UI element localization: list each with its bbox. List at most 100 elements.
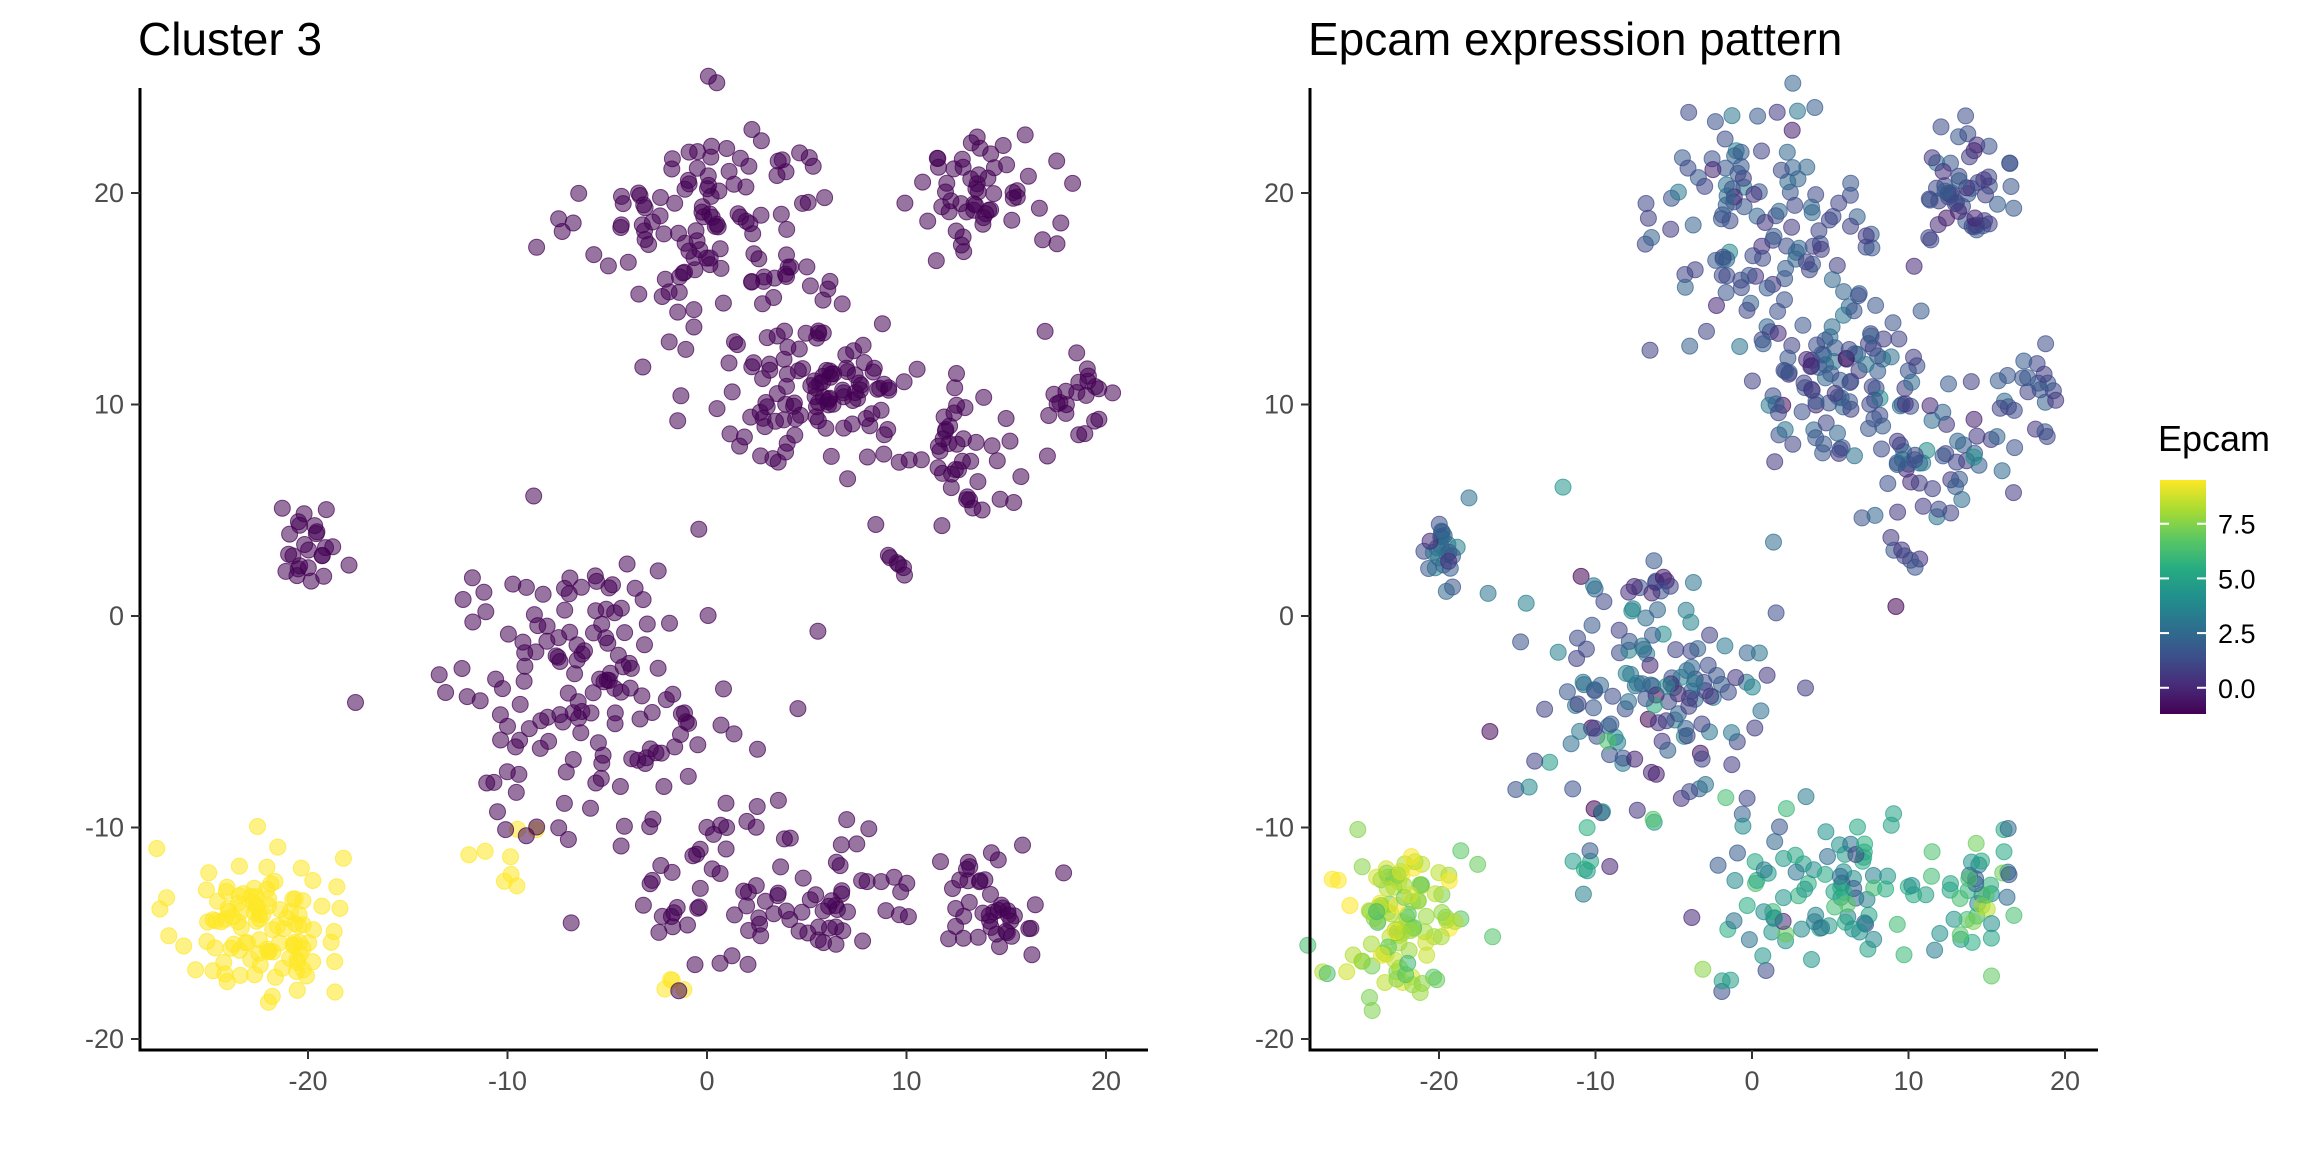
data-point: [1571, 722, 1589, 740]
data-point: [1016, 126, 1034, 144]
data-point: [754, 370, 772, 388]
data-point: [582, 799, 599, 817]
data-point: [823, 365, 840, 383]
data-point: [1826, 384, 1844, 402]
data-point: [584, 684, 602, 702]
data-point: [679, 767, 697, 785]
data-point: [982, 844, 1000, 862]
data-point: [1813, 919, 1830, 937]
data-point: [2001, 154, 2019, 172]
data-point: [619, 253, 637, 271]
data-point: [587, 602, 605, 620]
data-point: [1948, 193, 1966, 211]
data-point: [1680, 697, 1698, 715]
data-point: [1660, 693, 1677, 711]
data-point: [502, 865, 520, 883]
data-point: [1846, 447, 1863, 465]
data-point: [649, 562, 667, 580]
data-point: [1594, 803, 1611, 821]
data-point: [801, 891, 819, 909]
scatter-panel-cluster: -20 -10 0 10 20 -20 -10 0 10 20: [85, 67, 1148, 1096]
data-point: [289, 513, 307, 531]
data-point: [562, 914, 580, 932]
data-point: [1786, 196, 1804, 214]
data-point: [1581, 842, 1599, 860]
data-point: [2000, 866, 2018, 884]
data-point: [1362, 935, 1380, 953]
data-point: [944, 880, 961, 897]
data-point: [858, 873, 876, 891]
data-point: [1835, 283, 1853, 301]
data-point: [1517, 594, 1535, 612]
data-point: [633, 687, 651, 705]
data-point: [1903, 373, 1921, 391]
data-point: [717, 840, 735, 858]
data-point: [1914, 497, 1932, 515]
data-point: [1750, 644, 1768, 662]
data-point: [1842, 217, 1859, 235]
data-point: [1064, 174, 1082, 192]
data-point: [1959, 125, 1977, 143]
data-point: [1930, 500, 1948, 518]
data-point: [1738, 789, 1756, 807]
data-point: [331, 899, 349, 917]
data-point: [1689, 640, 1707, 658]
data-point: [1746, 719, 1764, 737]
data-point: [209, 892, 227, 910]
x-tick-label: -20: [1419, 1066, 1458, 1096]
data-point: [1644, 810, 1662, 828]
data-point: [1604, 687, 1622, 705]
data-point: [1714, 248, 1732, 266]
data-point: [1012, 468, 1030, 486]
data-point: [679, 916, 696, 934]
data-point: [1645, 552, 1663, 570]
data-point: [175, 937, 193, 955]
data-point: [557, 763, 575, 781]
data-point: [749, 740, 766, 758]
data-point: [1643, 229, 1660, 246]
data-point: [699, 607, 717, 624]
data-point: [1912, 302, 1930, 320]
data-point: [249, 818, 266, 835]
data-point: [1884, 314, 1902, 332]
data-point: [636, 222, 653, 240]
data-point: [1676, 278, 1694, 296]
data-point: [453, 660, 471, 677]
data-point: [269, 838, 287, 856]
data-point: [296, 536, 314, 553]
data-point: [1752, 702, 1770, 720]
data-point: [1361, 989, 1378, 1006]
data-point: [1568, 650, 1586, 667]
data-point: [1418, 946, 1436, 964]
data-point: [1723, 756, 1741, 774]
data-point: [1793, 920, 1811, 938]
data-point: [1460, 489, 1478, 507]
data-point: [987, 925, 1005, 943]
data-point: [1417, 907, 1435, 925]
data-point: [775, 830, 793, 848]
chart-title-cluster: Cluster 3: [138, 13, 323, 65]
data-point: [879, 421, 897, 438]
data-point: [1740, 931, 1758, 949]
data-point: [204, 911, 222, 929]
data-point: [669, 303, 687, 321]
data-point: [816, 189, 834, 207]
data-point: [1637, 609, 1655, 627]
data-point: [652, 857, 670, 874]
data-point: [814, 324, 832, 342]
data-point: [768, 167, 786, 184]
data-point: [1520, 778, 1538, 796]
colorbar-tick-label: 2.5: [2218, 619, 2256, 649]
data-point: [1023, 946, 1041, 964]
data-point: [1402, 848, 1420, 866]
data-point: [1983, 967, 2000, 985]
data-point: [502, 848, 519, 866]
data-point: [1704, 161, 1722, 179]
data-point: [872, 873, 890, 891]
data-point: [969, 928, 987, 946]
data-point: [1967, 834, 1985, 852]
data-point: [1001, 432, 1019, 450]
data-point: [2005, 484, 2022, 502]
data-point: [1802, 357, 1820, 375]
data-point: [550, 210, 568, 228]
